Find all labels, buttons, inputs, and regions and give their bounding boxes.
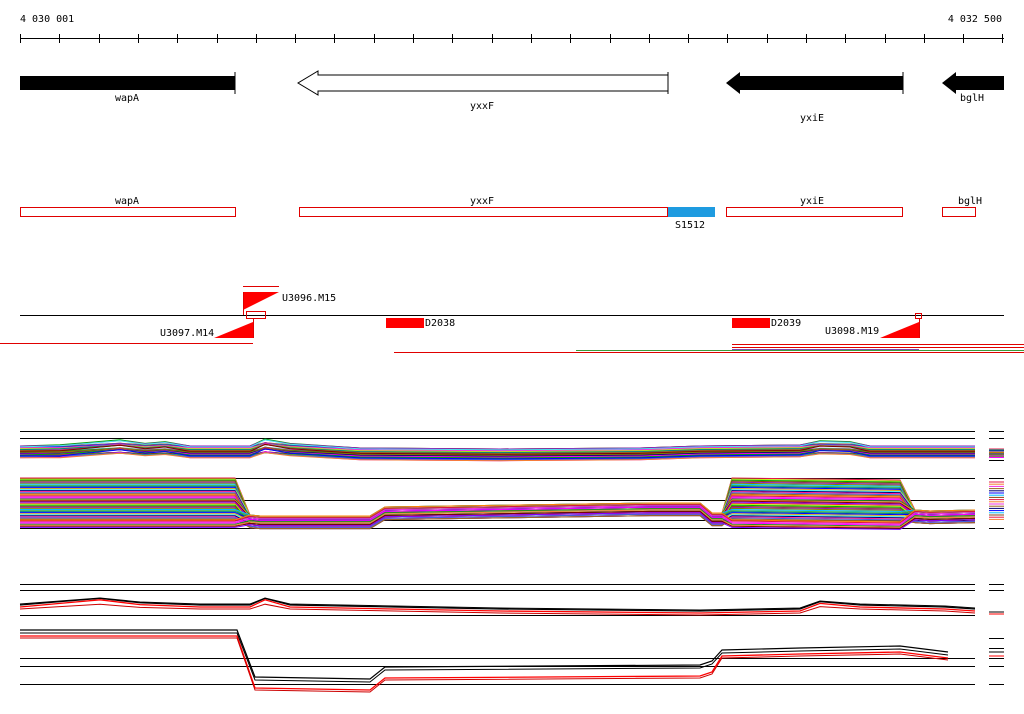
- feature-label-d2038: D2038: [425, 318, 456, 329]
- feature-label-d2039: D2039: [771, 318, 802, 329]
- gene-arrow-bglH[interactable]: [942, 72, 1004, 94]
- region-box-yxxF[interactable]: [299, 207, 668, 217]
- marker-u3096[interactable]: [243, 292, 279, 310]
- expression-profiles-panel: [19, 431, 1004, 530]
- region-label-yxxF: yxxF: [469, 196, 495, 207]
- feature-label-u3096: U3096.M15: [282, 293, 337, 304]
- marker-u3098[interactable]: [880, 322, 919, 338]
- region-label-wapA: wapA: [114, 196, 140, 207]
- gene-arrow-yxxF[interactable]: [297, 70, 669, 96]
- region-label-bglH: bglH: [957, 196, 983, 207]
- region-box-wapA[interactable]: [20, 207, 236, 217]
- expression-summary-panel: [19, 584, 1004, 693]
- ruler-end-label: 4 032 500: [947, 14, 1002, 25]
- region-box-yxiE[interactable]: [726, 207, 903, 217]
- gene-label-wapA: wapA: [114, 93, 140, 104]
- marker-d2038[interactable]: [386, 318, 424, 328]
- segment-s1512-bar[interactable]: [668, 207, 715, 217]
- feature-track: [0, 286, 1024, 353]
- region-box-bglH[interactable]: [942, 207, 976, 217]
- region-label-yxiE: yxiE: [799, 196, 825, 207]
- gene-arrow-wapA[interactable]: [20, 76, 235, 90]
- gene-label-yxxF: yxxF: [469, 101, 495, 112]
- feature-label-u3098: U3098.M19: [825, 326, 880, 337]
- gene-label-bglH: bglH: [959, 93, 985, 104]
- marker-u3097[interactable]: [214, 322, 253, 338]
- ruler-axis: [20, 34, 1004, 43]
- marker-d2039[interactable]: [732, 318, 770, 328]
- ruler-start-label: 4 030 001: [20, 14, 75, 25]
- segment-label-s1512: S1512: [674, 220, 706, 231]
- region-track: [20, 207, 976, 217]
- gene-label-yxiE: yxiE: [799, 113, 825, 124]
- gene-track: [20, 70, 1004, 96]
- feature-label-u3097: U3097.M14: [160, 328, 215, 339]
- gene-arrow-yxiE[interactable]: [726, 72, 903, 94]
